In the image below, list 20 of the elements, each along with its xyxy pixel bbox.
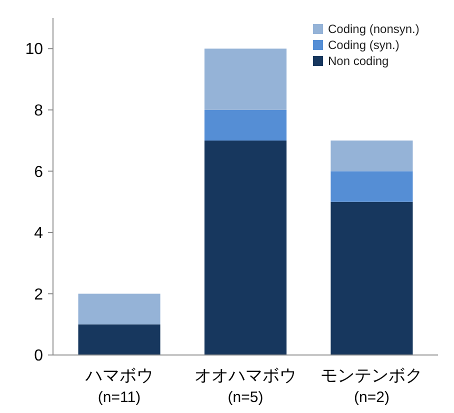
legend-label: Non coding bbox=[328, 54, 389, 68]
x-tick-label: モンテンボク (n=2) bbox=[320, 366, 423, 406]
bar bbox=[330, 171, 413, 202]
bar bbox=[78, 324, 160, 355]
y-tick-label: 4 bbox=[34, 225, 44, 242]
y-tick-label: 10 bbox=[25, 41, 44, 58]
y-tick-label: 0 bbox=[34, 348, 44, 365]
bar bbox=[330, 202, 413, 355]
y-tick-label: 8 bbox=[34, 102, 44, 120]
y-tick-label: 6 bbox=[34, 164, 44, 181]
bar bbox=[204, 48, 287, 110]
bar bbox=[78, 294, 160, 324]
x-tick-label: オオハマボウ (n=5) bbox=[194, 366, 296, 406]
bar bbox=[330, 140, 413, 172]
bar bbox=[204, 110, 287, 141]
legend-label: Coding (nonsyn.) bbox=[328, 22, 420, 36]
legend-label: Coding (syn.) bbox=[328, 38, 400, 52]
y-tick-label: 2 bbox=[34, 286, 44, 304]
bar bbox=[204, 140, 287, 355]
x-tick-label: ハマボウ (n=11) bbox=[84, 366, 154, 406]
